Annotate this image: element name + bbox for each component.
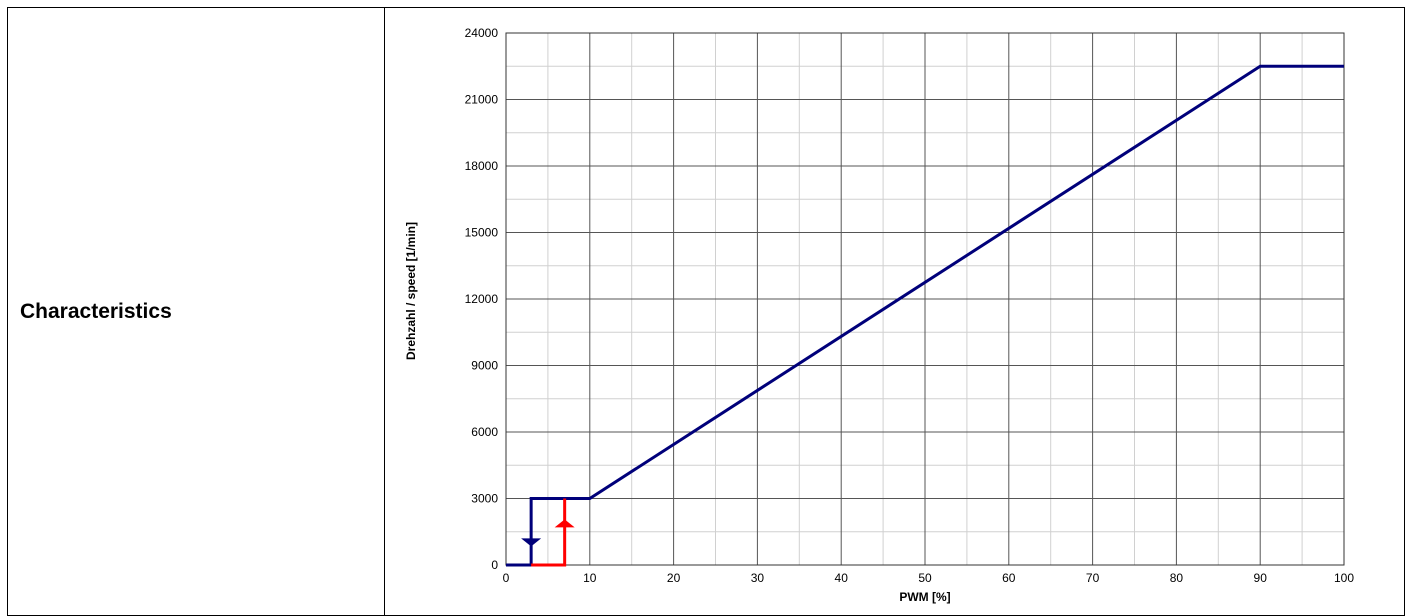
x-tick-label: 10 xyxy=(583,571,597,585)
x-tick-label: 30 xyxy=(751,571,765,585)
label-cell: Characteristics xyxy=(8,7,384,616)
characteristics-chart: 0 10 20 30 40 50 60 70 80 90 100 0 3000 6000 9000 12000… xyxy=(404,26,1355,604)
x-tick-label: 20 xyxy=(667,571,681,585)
y-tick-label: 12000 xyxy=(465,292,499,306)
y-tick-label: 18000 xyxy=(465,159,499,173)
x-tick-label: 0 xyxy=(503,571,510,585)
y-tick-label: 6000 xyxy=(471,425,498,439)
y-tick-label: 9000 xyxy=(471,359,498,373)
series-line-1 xyxy=(506,64,1344,567)
tick-labels: 0 10 20 30 40 50 60 70 80 90 100 0 3000 6000 9000 12000… xyxy=(465,26,1355,585)
direction-marker-down xyxy=(521,531,542,547)
y-tick-label: 3000 xyxy=(471,492,498,506)
y-tick-label: 24000 xyxy=(465,26,499,40)
row-label: Characteristics xyxy=(20,299,172,323)
x-axis-title: PWM [%] xyxy=(899,590,950,604)
x-tick-label: 50 xyxy=(918,571,932,585)
y-axis-title: Drehzahl / speed [1/min] xyxy=(404,222,418,360)
x-tick-label: 40 xyxy=(835,571,849,585)
x-tick-label: 80 xyxy=(1170,571,1184,585)
y-tick-label: 21000 xyxy=(465,93,499,107)
major-grid xyxy=(505,32,1345,566)
series-layer xyxy=(506,64,1344,567)
y-tick-label: 0 xyxy=(491,558,498,572)
x-tick-label: 100 xyxy=(1334,571,1354,585)
plot-border xyxy=(505,32,1345,566)
y-tick-label: 15000 xyxy=(465,226,499,240)
cell-divider xyxy=(384,7,385,616)
x-tick-label: 70 xyxy=(1086,571,1100,585)
x-tick-label: 90 xyxy=(1254,571,1268,585)
x-tick-label: 60 xyxy=(1002,571,1016,585)
direction-marker-up xyxy=(554,519,575,535)
